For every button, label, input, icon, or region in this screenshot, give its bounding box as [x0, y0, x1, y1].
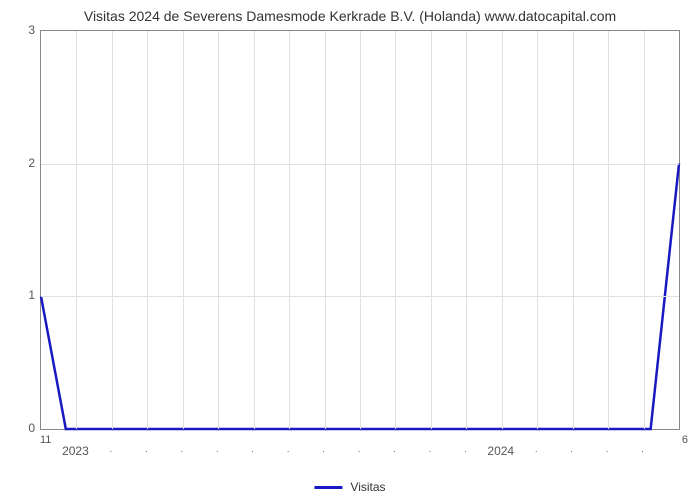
grid-line-v — [289, 31, 290, 429]
grid-line-v — [466, 31, 467, 429]
x-minor-tick: . — [535, 444, 538, 454]
x-minor-tick: . — [641, 444, 644, 454]
legend: Visitas — [314, 480, 385, 494]
x-minor-tick: . — [606, 444, 609, 454]
corner-label-right: 6 — [682, 434, 688, 446]
corner-label-left: 11 — [40, 434, 51, 446]
grid-line-v — [254, 31, 255, 429]
grid-line-v — [537, 31, 538, 429]
grid-line-v — [431, 31, 432, 429]
x-minor-tick: . — [464, 444, 467, 454]
x-minor-tick: . — [393, 444, 396, 454]
grid-line-v — [112, 31, 113, 429]
grid-line-v — [608, 31, 609, 429]
x-minor-tick: . — [358, 444, 361, 454]
grid-line-v — [218, 31, 219, 429]
grid-line-v — [502, 31, 503, 429]
y-tick-label: 1 — [20, 288, 35, 302]
x-minor-tick: . — [181, 444, 184, 454]
legend-swatch — [314, 486, 342, 489]
x-minor-tick: . — [570, 444, 573, 454]
grid-line-v — [395, 31, 396, 429]
grid-line-v — [76, 31, 77, 429]
chart-container: Visitas 2024 de Severens Damesmode Kerkr… — [0, 0, 700, 500]
y-tick-label: 0 — [20, 421, 35, 435]
x-minor-tick: . — [110, 444, 113, 454]
grid-line-v — [325, 31, 326, 429]
grid-line-v — [360, 31, 361, 429]
x-minor-tick: . — [145, 444, 148, 454]
x-minor-tick: . — [216, 444, 219, 454]
y-tick-label: 3 — [20, 23, 35, 37]
x-tick-label: 2023 — [62, 444, 89, 458]
x-minor-tick: . — [251, 444, 254, 454]
legend-label: Visitas — [350, 480, 385, 494]
grid-line-v — [573, 31, 574, 429]
x-minor-tick: . — [429, 444, 432, 454]
x-tick-label: 2024 — [487, 444, 514, 458]
chart-title: Visitas 2024 de Severens Damesmode Kerkr… — [0, 0, 700, 24]
grid-line-v — [147, 31, 148, 429]
grid-line-v — [644, 31, 645, 429]
y-tick-label: 2 — [20, 156, 35, 170]
grid-line-v — [183, 31, 184, 429]
x-minor-tick: . — [287, 444, 290, 454]
plot-area — [40, 30, 680, 430]
x-minor-tick: . — [322, 444, 325, 454]
